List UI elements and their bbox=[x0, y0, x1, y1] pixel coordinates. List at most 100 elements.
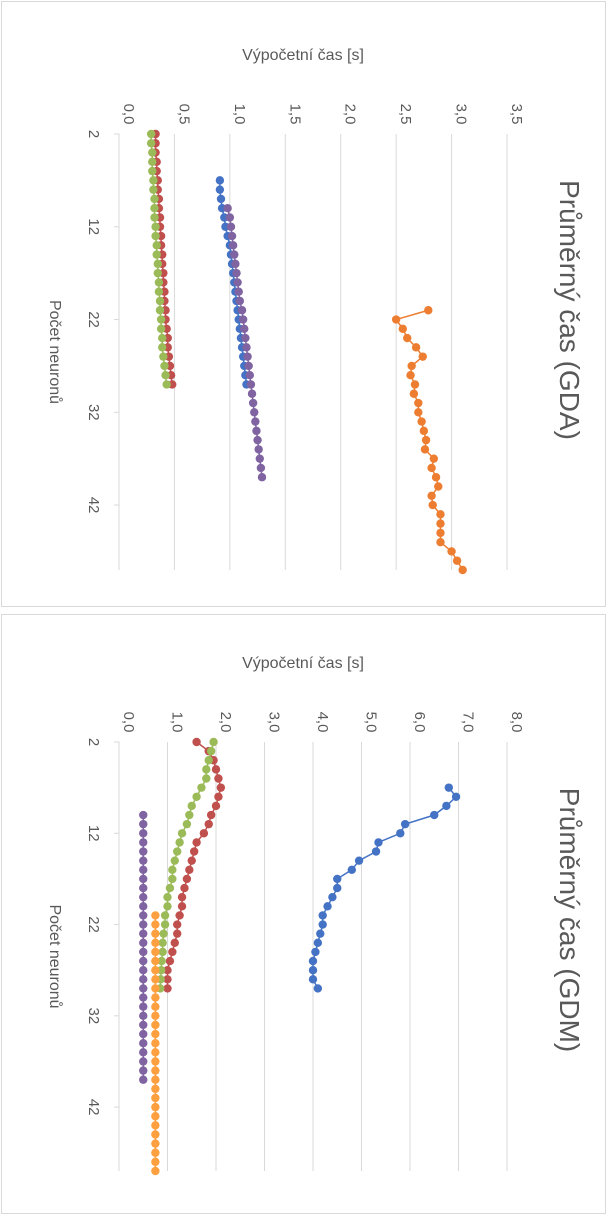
gdm-data-point bbox=[168, 865, 177, 874]
gdm-data-point bbox=[151, 956, 160, 966]
gdm-data-point bbox=[139, 810, 148, 820]
gdm-y-tick-label: 6,0 bbox=[411, 712, 428, 733]
gdm-data-point bbox=[139, 819, 148, 829]
gdm-data-point bbox=[374, 838, 383, 847]
gdm-data-point bbox=[139, 838, 148, 847]
gdm-panel-border bbox=[1, 614, 606, 1214]
gda-x-tick-label: 32 bbox=[85, 404, 102, 421]
gda-data-point bbox=[452, 556, 462, 565]
gdm-data-point bbox=[442, 801, 451, 811]
gda-data-point bbox=[245, 370, 255, 380]
gda-data-point bbox=[411, 343, 421, 352]
gdm-data-point bbox=[170, 856, 179, 865]
gdm-data-point bbox=[158, 938, 167, 948]
gda-data-point bbox=[158, 333, 167, 343]
gda-data-point bbox=[149, 176, 158, 185]
gdm-data-point bbox=[139, 1039, 148, 1048]
gdm-data-point bbox=[168, 874, 177, 884]
gdm-data-point bbox=[214, 792, 223, 801]
gdm-data-point bbox=[308, 956, 318, 966]
gdm-data-point bbox=[173, 929, 182, 938]
gdm-y-axis-title: Výpočetní čas [s] bbox=[242, 655, 364, 672]
gda-x-tick-label: 2 bbox=[85, 130, 102, 138]
gdm-y-tick-label: 2,0 bbox=[217, 712, 234, 733]
gda-data-point bbox=[255, 454, 264, 463]
gdm-y-ticks: 0,0 1,0 2,0 3,0 4,0 5,0 6,0 7,0 8,0 bbox=[120, 712, 525, 733]
gda-data-point bbox=[148, 166, 157, 176]
gdm-data-point bbox=[163, 984, 172, 993]
gdm-series-2 bbox=[163, 737, 226, 993]
gda-series-3 bbox=[391, 306, 467, 575]
gdm-data-point bbox=[177, 902, 187, 911]
gdm-data-point bbox=[206, 810, 216, 820]
gda-data-point bbox=[414, 398, 423, 408]
gdm-data-point bbox=[400, 819, 410, 829]
gdm-data-point bbox=[318, 920, 327, 929]
gdm-data-point bbox=[209, 737, 218, 747]
gdm-data-point bbox=[139, 865, 148, 874]
gdm-data-point bbox=[139, 847, 148, 856]
gdm-data-point bbox=[163, 892, 172, 902]
gda-data-point bbox=[420, 445, 430, 454]
gda-data-point bbox=[436, 519, 445, 528]
gdm-data-point bbox=[192, 838, 201, 847]
gda-data-point bbox=[148, 157, 157, 167]
gdm-data-point bbox=[139, 1066, 148, 1075]
gdm-data-point bbox=[159, 929, 168, 938]
gda-data-point bbox=[252, 426, 261, 436]
gda-data-point bbox=[250, 408, 259, 417]
gda-data-point bbox=[216, 194, 226, 204]
gda-y-tick-label: 2,5 bbox=[397, 104, 414, 125]
gda-data-point bbox=[230, 250, 239, 259]
gda-data-point bbox=[227, 231, 237, 241]
gda-data-point bbox=[407, 361, 416, 371]
gdm-data-point bbox=[170, 938, 179, 948]
gda-y-tick-label: 0,0 bbox=[120, 104, 137, 125]
gdm-series-line bbox=[166, 741, 222, 989]
gda-x-ticks: 2 12 22 32 42 bbox=[85, 130, 119, 513]
gdm-data-point bbox=[311, 947, 320, 957]
gda-data-point bbox=[232, 268, 241, 278]
gda-data-point bbox=[246, 380, 256, 389]
gda-data-point bbox=[428, 500, 437, 510]
gda-data-point bbox=[150, 204, 159, 213]
gda-data-point bbox=[148, 148, 157, 157]
gdm-data-point bbox=[139, 1057, 148, 1066]
gda-data-point bbox=[158, 343, 167, 352]
gdm-data-point bbox=[151, 1121, 160, 1130]
gda-data-point bbox=[146, 139, 156, 148]
gdm-data-point bbox=[139, 956, 148, 966]
gda-data-point bbox=[248, 398, 258, 408]
gdm-data-point bbox=[139, 920, 148, 929]
gdm-data-point bbox=[173, 920, 182, 929]
gdm-y-tick-label: 4,0 bbox=[314, 712, 331, 733]
gdm-data-point bbox=[333, 874, 342, 884]
gdm-data-point bbox=[202, 765, 211, 774]
gda-y-tick-label: 3,0 bbox=[453, 104, 470, 125]
gdm-data-point bbox=[163, 902, 172, 911]
gdm-data-point bbox=[313, 984, 323, 993]
gdm-data-point bbox=[328, 892, 337, 902]
gdm-chart-title: Průměrný čas (GDM) bbox=[554, 788, 585, 1052]
gdm-data-point bbox=[189, 847, 199, 856]
gda-series-line bbox=[150, 134, 168, 385]
gdm-x-tick-label: 42 bbox=[85, 1099, 102, 1116]
gdm-data-point bbox=[197, 783, 206, 792]
gdm-data-point bbox=[151, 920, 160, 929]
gdm-x-tick-label: 22 bbox=[85, 916, 102, 933]
gda-data-point bbox=[434, 482, 443, 491]
gda-y-axis-title: Výpočetní čas [s] bbox=[242, 47, 364, 64]
gda-data-point bbox=[151, 231, 160, 241]
gdm-series-1 bbox=[308, 783, 461, 993]
gda-data-point bbox=[244, 361, 253, 371]
gdm-data-point bbox=[333, 883, 342, 893]
gdm-data-point bbox=[139, 883, 148, 893]
gda-chart-title: Průměrný čas (GDA) bbox=[554, 180, 585, 440]
gdm-data-point bbox=[151, 1048, 160, 1057]
gda-data-point bbox=[155, 296, 165, 306]
gdm-data-point bbox=[216, 783, 226, 792]
gda-data-point bbox=[155, 306, 165, 315]
gdm-data-point bbox=[192, 792, 201, 801]
gda-data-point bbox=[150, 213, 159, 222]
gda-data-point bbox=[256, 463, 266, 473]
